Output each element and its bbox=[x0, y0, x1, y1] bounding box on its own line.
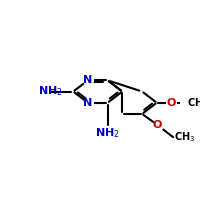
Text: O: O bbox=[167, 98, 176, 108]
Text: N: N bbox=[83, 75, 92, 85]
Text: O: O bbox=[153, 120, 162, 130]
Text: CH$_3$: CH$_3$ bbox=[187, 96, 200, 110]
Text: NH$_2$: NH$_2$ bbox=[38, 85, 62, 98]
Text: CH$_3$: CH$_3$ bbox=[174, 130, 195, 144]
Text: NH$_2$: NH$_2$ bbox=[95, 126, 120, 140]
Text: N: N bbox=[83, 98, 92, 108]
